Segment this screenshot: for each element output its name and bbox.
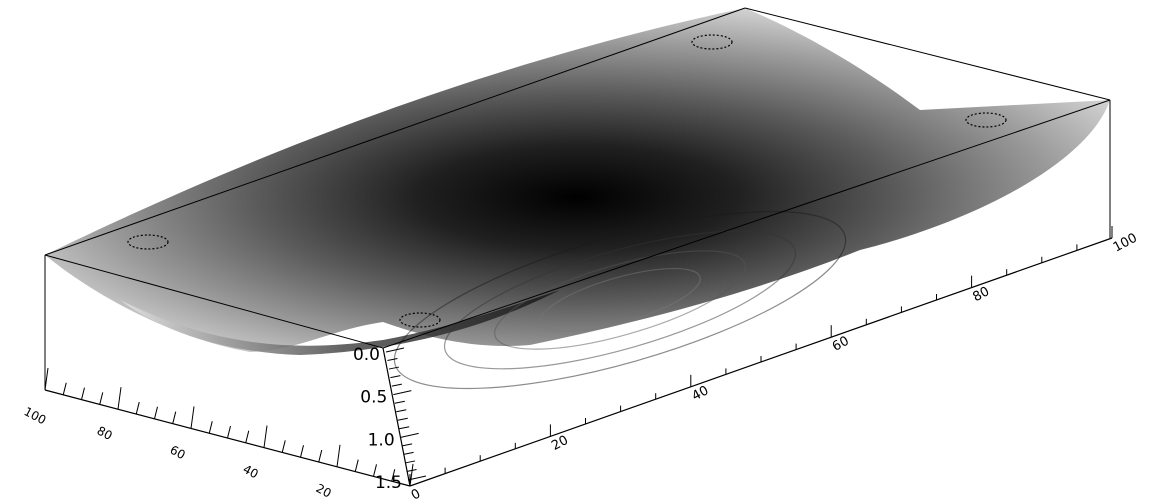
bounding-box	[44, 7, 1111, 390]
y-tick	[336, 444, 341, 467]
y-tick-label: 60	[168, 443, 188, 463]
contour-band	[494, 250, 746, 350]
y-tick	[208, 421, 213, 434]
y-tick-label: 80	[95, 423, 115, 443]
contour-band	[539, 267, 701, 333]
x-tick-label: 20	[549, 433, 571, 454]
z-tick	[397, 417, 408, 421]
z-tick	[385, 347, 405, 353]
z-tick	[403, 451, 414, 455]
z-tick-label: 0.0	[353, 345, 380, 365]
y-tick-label: 100	[22, 404, 49, 427]
y-tick	[227, 425, 231, 439]
z-tick	[393, 390, 412, 396]
x-tick-label: 40	[690, 383, 712, 404]
y-tick	[281, 440, 286, 453]
y-tick	[354, 459, 359, 472]
z-tick-label: 0.5	[360, 388, 387, 408]
contour-band	[393, 210, 847, 390]
z-tick	[399, 426, 410, 430]
y-tick	[81, 387, 85, 400]
y-tick	[245, 430, 250, 443]
x-tick-label: 0	[409, 486, 423, 503]
z-tick-label: 1.5	[375, 473, 402, 493]
y-tick	[300, 445, 304, 458]
surface-front-fold	[120, 290, 560, 355]
y-tick	[263, 425, 268, 448]
y-tick	[117, 387, 122, 410]
z-tick	[407, 475, 427, 481]
y-tick	[373, 464, 377, 477]
contour-band	[443, 230, 797, 370]
y-tick	[99, 392, 104, 405]
x-tick-label: 60	[830, 334, 852, 355]
z-tick	[387, 358, 398, 362]
x-tick-label: 80	[970, 284, 992, 305]
z-tick	[390, 375, 401, 379]
z-tick	[406, 468, 417, 472]
y-tick	[154, 406, 158, 419]
corner-marker	[691, 34, 733, 50]
contour-bands	[393, 210, 847, 390]
z-tick	[404, 460, 416, 464]
corner-marker	[399, 312, 441, 328]
y-axis-ticks: 20 40 60 80 100	[22, 367, 414, 501]
y-tick	[135, 401, 140, 415]
surface-group	[45, 8, 1110, 390]
surface-body	[45, 8, 1110, 352]
y-tick	[318, 449, 323, 463]
y-tick	[409, 463, 414, 487]
y-tick	[62, 382, 67, 395]
z-tick	[391, 383, 402, 387]
corner-markers	[127, 34, 1007, 328]
z-tick	[394, 400, 405, 404]
x-tick-label: 100	[1111, 231, 1140, 256]
z-tick	[396, 409, 407, 413]
y-tick	[44, 367, 49, 391]
y-tick-label: 40	[241, 462, 261, 482]
y-tick	[391, 469, 396, 482]
z-tick	[402, 443, 413, 447]
y-tick	[172, 411, 177, 424]
y-tick	[190, 406, 195, 429]
z-axis-ticks: 0.0 0.5 1.0 1.5	[353, 345, 427, 493]
y-tick-label: 20	[314, 481, 334, 501]
corner-marker	[127, 234, 169, 250]
corner-marker	[965, 112, 1007, 128]
z-tick-label: 1.0	[368, 430, 395, 450]
z-tick	[388, 366, 400, 370]
z-tick	[400, 432, 419, 438]
